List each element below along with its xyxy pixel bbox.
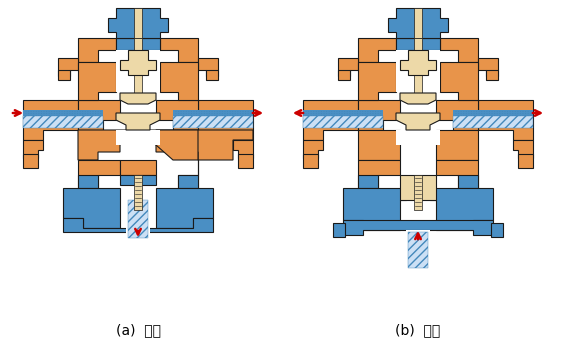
Bar [116, 50, 160, 92]
Bar [491, 223, 503, 237]
Polygon shape [150, 130, 253, 160]
Bar [134, 175, 142, 210]
Bar [173, 116, 253, 128]
Bar [58, 70, 70, 80]
Polygon shape [173, 115, 253, 128]
Polygon shape [160, 38, 198, 62]
Polygon shape [358, 100, 400, 130]
Bar [406, 230, 430, 270]
Polygon shape [436, 100, 478, 130]
Bar [78, 175, 98, 188]
Polygon shape [358, 38, 396, 62]
Polygon shape [58, 58, 78, 76]
Bar [518, 154, 533, 168]
Polygon shape [78, 38, 116, 62]
Polygon shape [178, 160, 198, 188]
Polygon shape [120, 93, 156, 104]
Polygon shape [78, 130, 126, 160]
Bar [23, 116, 103, 128]
Polygon shape [108, 8, 168, 38]
Polygon shape [396, 38, 440, 50]
Polygon shape [343, 220, 493, 235]
Polygon shape [400, 50, 436, 75]
Bar [396, 130, 440, 145]
Bar [396, 50, 440, 92]
Bar [414, 38, 422, 93]
Polygon shape [63, 218, 213, 232]
Bar [408, 232, 428, 268]
Polygon shape [396, 113, 440, 130]
Polygon shape [430, 188, 493, 230]
Polygon shape [478, 100, 533, 140]
Bar [178, 175, 198, 188]
Polygon shape [513, 140, 533, 158]
Bar [453, 116, 533, 128]
Polygon shape [23, 110, 103, 116]
Polygon shape [436, 160, 478, 188]
Polygon shape [23, 140, 43, 158]
Bar [414, 175, 422, 210]
Bar [414, 8, 422, 38]
Polygon shape [358, 130, 400, 160]
Polygon shape [478, 58, 498, 76]
Polygon shape [440, 38, 478, 62]
Bar [116, 130, 160, 145]
Bar [458, 175, 478, 188]
Polygon shape [78, 160, 120, 188]
Bar [128, 200, 148, 238]
Polygon shape [338, 58, 358, 76]
Bar [303, 116, 383, 128]
Polygon shape [303, 100, 358, 140]
Polygon shape [120, 50, 156, 75]
Text: (a)  分流: (a) 分流 [115, 323, 161, 337]
Bar [134, 38, 142, 93]
Bar [23, 154, 38, 168]
Polygon shape [358, 160, 400, 188]
Polygon shape [198, 100, 253, 140]
Text: (b)  合流: (b) 合流 [395, 323, 441, 337]
Bar [358, 175, 378, 188]
Polygon shape [343, 188, 406, 230]
Polygon shape [160, 62, 198, 100]
Polygon shape [440, 62, 478, 100]
Polygon shape [78, 62, 116, 100]
Polygon shape [116, 113, 160, 130]
Polygon shape [400, 93, 436, 104]
Polygon shape [173, 110, 253, 116]
Polygon shape [358, 62, 396, 100]
Polygon shape [388, 8, 448, 38]
Polygon shape [156, 100, 198, 130]
Polygon shape [453, 115, 533, 128]
Polygon shape [400, 175, 436, 200]
Polygon shape [120, 160, 156, 175]
Bar [134, 8, 142, 38]
Bar [238, 154, 253, 168]
Polygon shape [453, 110, 533, 116]
Polygon shape [303, 140, 323, 158]
Polygon shape [63, 188, 120, 228]
Polygon shape [303, 110, 383, 116]
Polygon shape [23, 115, 103, 128]
Polygon shape [23, 100, 78, 140]
Polygon shape [436, 130, 478, 160]
Polygon shape [156, 188, 213, 228]
Polygon shape [233, 140, 253, 158]
Bar [126, 188, 150, 238]
Polygon shape [156, 130, 198, 160]
Bar [486, 70, 498, 80]
Bar [206, 70, 218, 80]
Polygon shape [198, 58, 218, 76]
Polygon shape [78, 100, 120, 130]
Polygon shape [303, 115, 383, 128]
Polygon shape [116, 38, 160, 50]
Bar [338, 70, 350, 80]
Bar [303, 154, 318, 168]
Bar [120, 175, 156, 185]
Bar [333, 223, 345, 237]
